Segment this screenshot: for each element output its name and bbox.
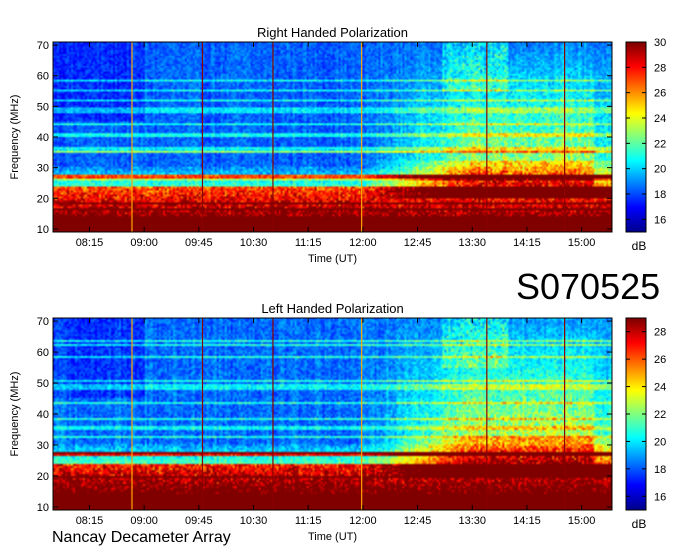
- x-tick-label: 14:15: [513, 515, 541, 527]
- x-tick-label: 13:30: [458, 515, 486, 527]
- colorbar-tick-label: 30: [654, 37, 666, 49]
- y-tick-label: 60: [37, 71, 49, 83]
- x-tick-label: 14:15: [513, 237, 541, 249]
- x-axis-label: Time (UT): [308, 531, 357, 543]
- x-tick-label: 09:45: [185, 515, 213, 527]
- colorbar-tick-label: 16: [654, 491, 666, 503]
- y-tick-label: 40: [37, 132, 49, 144]
- y-tick-label: 30: [37, 440, 49, 452]
- y-tick-label: 20: [37, 471, 49, 483]
- y-tick-label: 10: [37, 502, 49, 514]
- colorbar-tick-label: 26: [654, 88, 666, 100]
- y-tick-label: 70: [37, 316, 49, 328]
- colorbar-tick-label: 28: [654, 327, 666, 339]
- colorbar-tick-label: 18: [654, 189, 666, 201]
- y-tick-label: 30: [37, 163, 49, 175]
- colorbar-tick-label: 20: [654, 164, 666, 176]
- colorbar: [626, 42, 646, 232]
- x-tick-label: 12:00: [349, 237, 377, 249]
- y-tick-label: 10: [37, 224, 49, 236]
- colorbar-label: dB: [632, 517, 647, 531]
- spectrogram-image: [53, 42, 612, 232]
- x-tick-label: 08:15: [76, 515, 104, 527]
- y-tick-label: 70: [37, 40, 49, 52]
- x-tick-label: 11:15: [295, 237, 322, 249]
- colorbar-frame: [625, 41, 647, 233]
- chart-panel-left-handed: Left Handed Polarization 08:15 09:00 09:45 1…: [9, 301, 666, 543]
- colorbar-tick-label: 26: [654, 354, 666, 366]
- x-tick-label: 09:00: [130, 237, 158, 249]
- x-tick-label: 15:00: [568, 515, 596, 527]
- colorbar-tick-label: 22: [654, 138, 666, 150]
- x-tick-label: 12:45: [404, 237, 432, 249]
- x-tick-label: 12:00: [349, 515, 377, 527]
- y-axis-label: Frequency (MHz): [9, 95, 21, 180]
- chart-title: Right Handed Polarization: [257, 25, 408, 40]
- observatory-label: Nancay Decameter Array: [52, 529, 231, 546]
- x-tick-label: 09:00: [130, 515, 158, 527]
- chart-panel-right-handed: Right Handed Polarization 08:15 09:00 09:45…: [9, 25, 666, 265]
- chart-title: Left Handed Polarization: [261, 301, 403, 316]
- y-tick-label: 50: [37, 101, 49, 113]
- x-tick-label: 12:45: [404, 515, 432, 527]
- y-tick-label: 20: [37, 193, 49, 205]
- colorbar-tick-label: 20: [654, 436, 666, 448]
- y-tick-label: 40: [37, 409, 49, 421]
- colorbar-tick-label: 16: [654, 214, 666, 226]
- colorbar-label: dB: [632, 239, 647, 253]
- y-axis-label: Frequency (MHz): [9, 372, 21, 457]
- x-tick-label: 09:45: [185, 237, 213, 249]
- colorbar-tick-label: 22: [654, 409, 666, 421]
- colorbar-tick-label: 18: [654, 464, 666, 476]
- x-axis-label: Time (UT): [308, 253, 357, 265]
- colorbar-tick-label: 28: [654, 62, 666, 74]
- x-tick-label: 11:15: [295, 515, 322, 527]
- x-tick-label: 08:15: [76, 237, 104, 249]
- colorbar: [626, 318, 646, 510]
- x-tick-label: 13:30: [458, 237, 486, 249]
- colorbar-tick-label: 24: [654, 382, 666, 394]
- colorbar-tick-label: 24: [654, 113, 666, 125]
- y-tick-label: 50: [37, 378, 49, 390]
- observation-id: S070525: [516, 266, 661, 307]
- x-tick-label: 15:00: [568, 237, 596, 249]
- spectrogram-image: [53, 318, 612, 510]
- x-tick-label: 10:30: [240, 515, 268, 527]
- y-tick-label: 60: [37, 347, 49, 359]
- x-tick-label: 10:30: [240, 237, 268, 249]
